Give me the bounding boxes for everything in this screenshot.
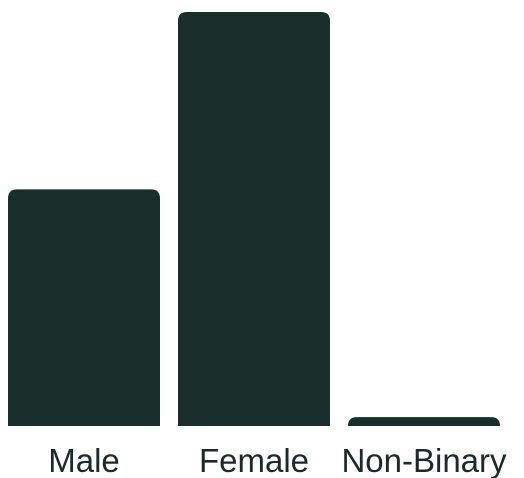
bars-group bbox=[8, 12, 500, 426]
tick-label-non-binary: Non-Binary bbox=[341, 442, 507, 478]
bar-non-binary bbox=[348, 417, 500, 426]
category-labels: Male Female Non-Binary bbox=[48, 442, 507, 478]
tick-label-female: Female bbox=[199, 442, 309, 478]
bar-male bbox=[8, 189, 160, 426]
bar-female bbox=[178, 12, 330, 426]
tick-label-male: Male bbox=[48, 442, 120, 478]
